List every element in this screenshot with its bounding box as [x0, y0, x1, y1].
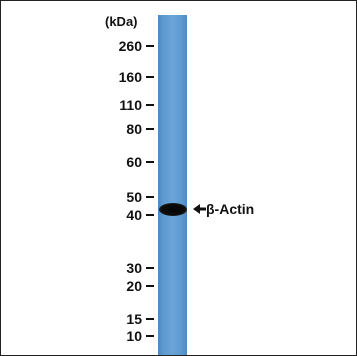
marker-label-30: 30 — [126, 260, 142, 276]
marker-dash-50 — [146, 196, 154, 198]
band-label: β-Actin — [206, 201, 255, 217]
marker-label-110: 110 — [119, 97, 142, 113]
marker-label-20: 20 — [126, 278, 142, 294]
marker-dash-40 — [146, 214, 154, 216]
marker-label-40: 40 — [126, 207, 142, 223]
marker-dash-20 — [146, 285, 154, 287]
marker-label-15: 15 — [126, 311, 142, 327]
beta-actin-band — [159, 203, 187, 216]
marker-dash-80 — [146, 128, 154, 130]
blot-lane — [158, 15, 187, 355]
left-arrow-icon — [193, 204, 206, 214]
marker-dash-160 — [146, 76, 154, 78]
marker-label-80: 80 — [126, 121, 142, 137]
marker-dash-10 — [146, 335, 154, 337]
marker-dash-60 — [146, 161, 154, 163]
marker-label-260: 260 — [118, 38, 142, 54]
marker-dash-30 — [146, 267, 154, 269]
marker-label-60: 60 — [126, 154, 142, 170]
marker-dash-260 — [146, 45, 154, 47]
marker-label-10: 10 — [126, 328, 142, 344]
unit-label: (kDa) — [105, 14, 138, 29]
marker-label-160: 160 — [118, 69, 142, 85]
marker-dash-15 — [146, 318, 154, 320]
marker-dash-110 — [146, 104, 154, 106]
marker-label-50: 50 — [126, 189, 142, 205]
